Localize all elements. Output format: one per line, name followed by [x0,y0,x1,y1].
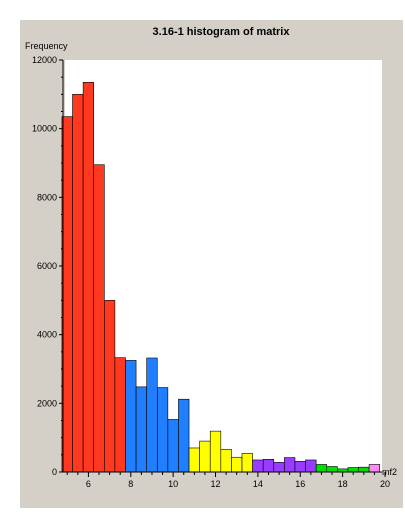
x-tick-label: 6 [86,479,91,489]
histogram-bar [61,116,73,473]
histogram-bar [104,300,116,473]
histogram-bar [326,466,338,473]
histogram-bar [199,440,211,473]
histogram-bar [82,82,95,473]
x-tick-label: 16 [295,479,305,489]
histogram-bar [262,458,275,473]
x-tick-label: 8 [128,479,133,489]
x-axis-label: mf2 [382,467,397,477]
x-tick-label: 20 [380,479,390,489]
histogram-bar [209,430,222,473]
histogram-bar [156,387,169,473]
histogram-bar [294,461,306,473]
y-tick-label: 8000 [37,192,57,202]
histogram-chart: 3.16-1 histogram of matrix Frequency 0 20… [25,26,397,489]
axes-group: 0 2000 4000 6000 8000 10000 12000 6 8 10 12 14 16 18 2… [32,55,390,489]
histogram-bar [368,464,380,473]
y-tick-label: 0 [52,467,57,477]
histogram-bar [273,462,285,473]
y-tick-label: 4000 [37,330,57,340]
histogram-bar [358,466,370,473]
y-tick-label: 12000 [32,55,57,65]
y-tick-label: 6000 [37,261,57,271]
histogram-bar [125,360,137,473]
histogram-bar [72,94,84,473]
histogram-bar [347,467,359,473]
y-tick-label: 10000 [32,124,57,134]
histogram-bar [114,357,126,473]
x-tick-label: 10 [168,479,178,489]
histogram-bar [167,419,179,473]
histogram-bar [146,357,158,473]
chart-panel: 3.16-1 histogram of matrix Frequency 0 20… [20,20,403,508]
y-axis-label: Frequency [25,41,68,51]
histogram-bar [315,464,328,473]
histogram-bar [305,459,317,473]
histogram-bar [252,459,264,473]
x-tick-label: 12 [211,479,221,489]
histogram-bar [241,453,253,473]
histogram-bar [93,164,105,473]
histogram-bar [188,447,200,473]
chart-title: 3.16-1 histogram of matrix [153,26,291,38]
histogram-bar [231,456,243,473]
histogram-bar [220,449,232,473]
histogram-bar [284,457,296,473]
x-tick-label: 14 [253,479,263,489]
histogram-bar [135,386,147,473]
x-tick-label: 18 [338,479,348,489]
histogram-bar [178,398,190,473]
y-tick-label: 2000 [37,398,57,408]
